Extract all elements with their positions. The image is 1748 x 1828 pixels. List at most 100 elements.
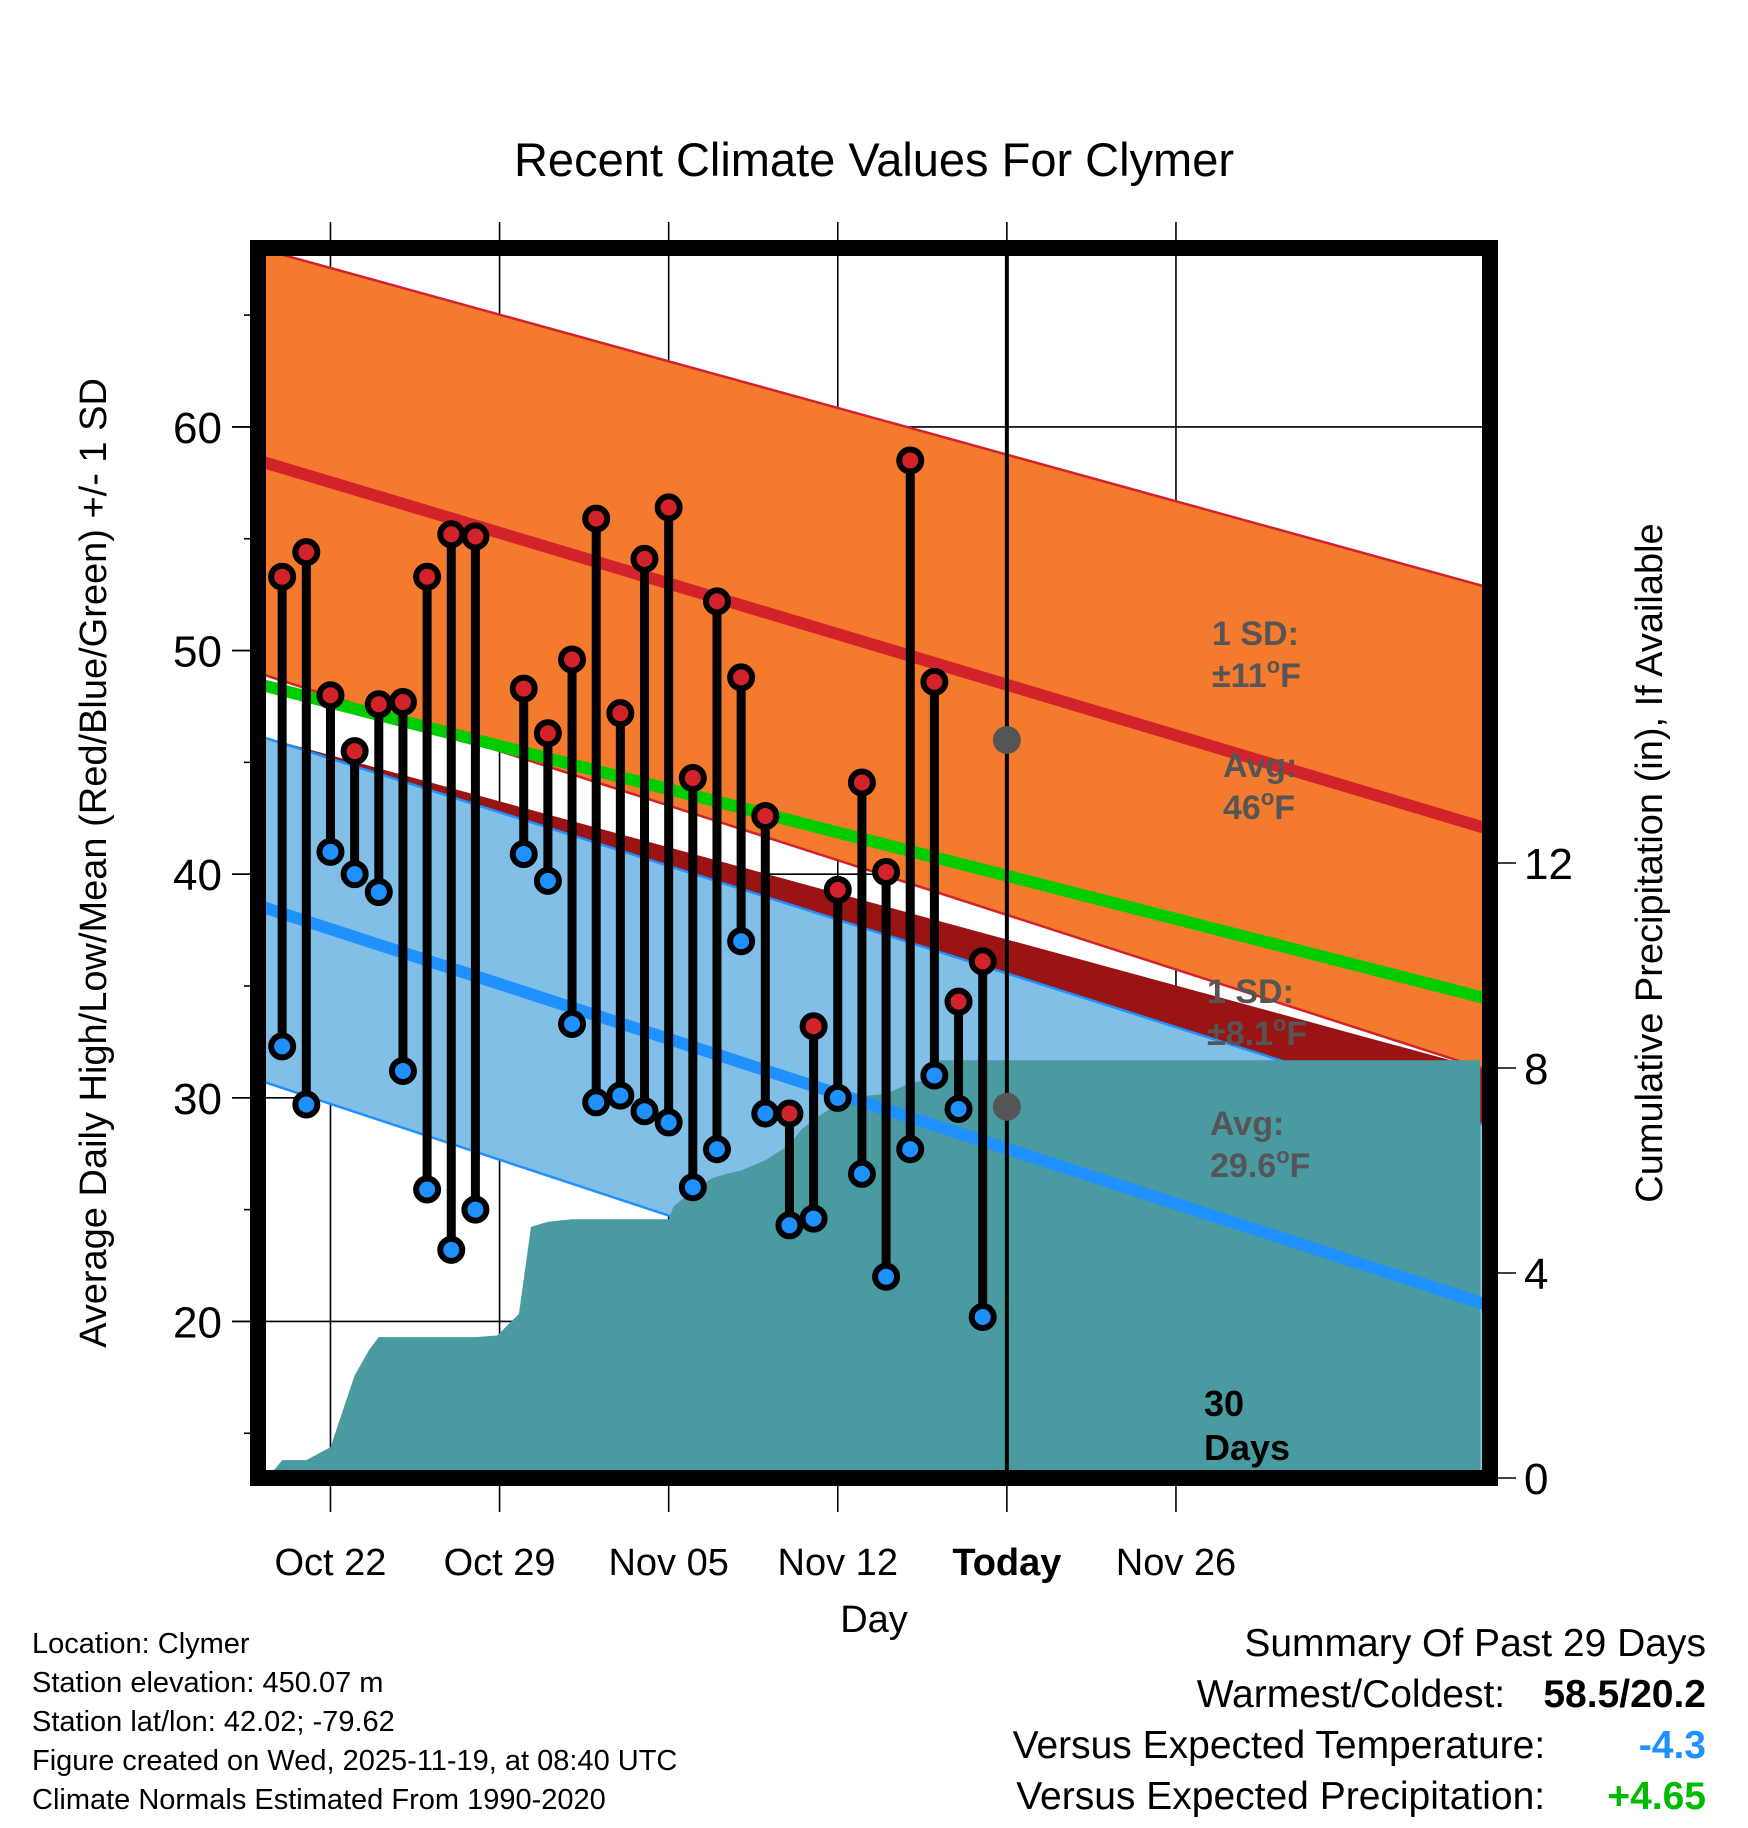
high-marker [799, 1012, 828, 1041]
observation-day [751, 802, 780, 1128]
high-marker [268, 562, 297, 591]
observation-day [461, 522, 490, 1224]
observation-sticks [268, 446, 997, 1331]
low-marker [944, 1095, 973, 1123]
low-marker [678, 1173, 707, 1202]
observation-day [847, 768, 876, 1188]
low-marker [606, 1081, 635, 1110]
high-marker [388, 687, 417, 716]
high-marker [606, 699, 635, 728]
low-marker [654, 1108, 683, 1137]
summary-panel: Summary Of Past 29 Days Warmest/Coldest:… [1013, 1618, 1706, 1822]
observation-day [340, 737, 369, 889]
observation-day [775, 1099, 804, 1240]
high-marker [292, 538, 321, 567]
high-marker [823, 875, 852, 904]
high-marker [509, 674, 538, 703]
observation-day [944, 987, 973, 1123]
low-marker [582, 1088, 611, 1117]
low-marker [896, 1135, 925, 1164]
chart-title: Recent Climate Values For Clymer [514, 133, 1234, 186]
low-sd-label: 1 SD: [1207, 973, 1294, 1011]
high-marker [654, 493, 683, 522]
high-marker [558, 645, 587, 674]
warmest-coldest-label: Warmest/Coldest: [1196, 1673, 1506, 1716]
high-marker [364, 690, 393, 719]
today-low-avg-marker [992, 1092, 1021, 1121]
observation-day [630, 544, 659, 1126]
observation-day [654, 493, 683, 1137]
mean-avg-line [258, 678, 1490, 1006]
observation-day [558, 645, 587, 1039]
observation-day [413, 562, 442, 1204]
normals-text: Climate Normals Estimated From 1990-2020 [32, 1784, 606, 1816]
high-marker [847, 768, 876, 797]
high-marker [413, 562, 442, 591]
high-marker [533, 719, 562, 748]
observation-day [268, 562, 297, 1061]
summary-precip: Versus Expected Precipitation: +4.65 [1013, 1771, 1706, 1822]
y-tick-label-left: 30 [173, 1075, 222, 1124]
high-marker [630, 544, 659, 573]
high-avg-value: 46oF [1223, 785, 1295, 827]
high-marker [920, 667, 949, 696]
high-sd-value: ±11oF [1212, 653, 1301, 695]
high-marker [872, 857, 901, 886]
y-axis-label-right: Cumulative Precipitation (in), If Availa… [1629, 523, 1671, 1202]
y-tick-label-left: 20 [173, 1298, 222, 1347]
low-marker [437, 1235, 466, 1264]
days-count: 30 [1204, 1383, 1244, 1424]
observation-day [702, 587, 731, 1164]
temp-value: -4.3 [1638, 1724, 1706, 1767]
low-marker [920, 1061, 949, 1090]
high-sd-band [258, 248, 1490, 1071]
summary-title: Summary Of Past 29 Days [1244, 1622, 1706, 1665]
days-word: Days [1204, 1427, 1290, 1468]
y-tick-label-left: 60 [173, 404, 222, 453]
low-avg-line [258, 899, 1490, 1312]
location-text: Location: Clymer [32, 1628, 250, 1660]
low-marker [751, 1099, 780, 1128]
high-marker [944, 987, 973, 1016]
y-tick-label-right: 4 [1524, 1250, 1548, 1299]
observation-day [292, 538, 321, 1119]
observation-day [823, 875, 852, 1112]
low-marker [388, 1056, 417, 1085]
high-marker [702, 587, 731, 616]
observation-day [388, 687, 417, 1085]
high-marker [316, 681, 345, 710]
high-marker [437, 520, 466, 549]
observation-day [920, 667, 949, 1090]
observation-day [799, 1012, 828, 1233]
y-tick-label-right: 0 [1524, 1455, 1548, 1504]
precip-value: +4.65 [1607, 1775, 1706, 1818]
x-tick-label: Nov 12 [778, 1542, 898, 1584]
precipitation-area [267, 1060, 1481, 1478]
low-sd-value: ±8.1oF [1207, 1011, 1307, 1053]
observation-day [437, 520, 466, 1264]
low-marker [558, 1010, 587, 1039]
days-annotation: 30 Days [1204, 1383, 1290, 1468]
y-tick-label-right: 12 [1524, 840, 1573, 889]
x-axis-label: Day [840, 1599, 908, 1641]
low-avg-label: Avg: [1210, 1105, 1284, 1143]
temp-label: Versus Expected Temperature: [1012, 1724, 1546, 1767]
low-marker [630, 1097, 659, 1126]
x-tick-label: Today [952, 1542, 1061, 1584]
summary-temp: Versus Expected Temperature: -4.3 [1013, 1720, 1706, 1771]
observation-day [896, 446, 925, 1164]
low-marker [509, 840, 538, 869]
elevation-text: Station elevation: 450.07 m [32, 1667, 384, 1699]
observation-day [872, 857, 901, 1291]
high-avg-line [258, 454, 1490, 836]
latlon-text: Station lat/lon: 42.02; -79.62 [32, 1706, 395, 1738]
y-tick-label-left: 40 [173, 851, 222, 900]
low-marker [727, 927, 756, 956]
observation-day [582, 504, 611, 1117]
low-marker [268, 1032, 297, 1061]
precip-label: Versus Expected Precipitation: [1016, 1775, 1546, 1818]
x-tick-label: Oct 22 [274, 1542, 386, 1584]
annotations: 1 SD: ±11oF Avg: 46oF 1 SD: ±8.1oF Avg: … [1207, 615, 1310, 1185]
today-markers [992, 726, 1021, 1121]
